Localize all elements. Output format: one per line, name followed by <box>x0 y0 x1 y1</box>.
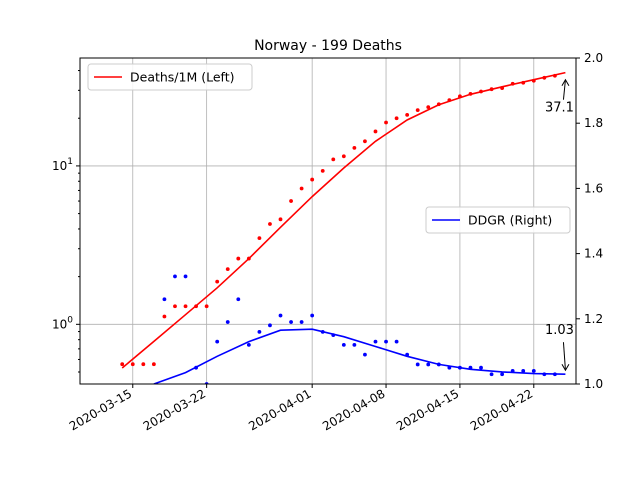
series-point-0 <box>141 362 146 367</box>
annotation-arrow <box>562 79 566 100</box>
series-point-2 <box>415 362 420 367</box>
series-point-0 <box>415 108 420 113</box>
series-line-1 <box>121 71 566 369</box>
y-right-tick-label: 2.0 <box>584 51 603 65</box>
y-left-tick-exp: 1 <box>67 157 73 167</box>
series-point-0 <box>341 154 346 159</box>
series-point-0 <box>363 139 367 144</box>
y-left-tick-base: 10 <box>52 159 67 173</box>
series-point-2 <box>278 313 283 318</box>
legend-box <box>87 63 253 91</box>
series-point-2 <box>310 313 315 318</box>
series-point-0 <box>278 217 283 222</box>
axes: 2020-03-15 2020-03-22 2020-04-01 2020-04-08… <box>52 51 603 433</box>
series-point-2 <box>341 342 346 347</box>
x-tick-label: 2020-03-22 <box>141 386 208 433</box>
y-right-tick-label: 1.0 <box>584 377 603 391</box>
y-left-tick-base: 10 <box>52 317 67 331</box>
series-point-0 <box>225 267 230 272</box>
series-point-2 <box>299 320 304 324</box>
series-point-2 <box>236 297 241 302</box>
series-point-0 <box>257 236 262 241</box>
series-point-2 <box>384 339 388 344</box>
x-tick-label: 2020-03-15 <box>67 386 134 433</box>
annotation-label: 37.1 <box>545 101 574 116</box>
y-right-tick-label: 1.8 <box>584 116 603 130</box>
series-point-0 <box>331 157 336 162</box>
x-tick-label: 2020-04-08 <box>320 386 387 433</box>
series-point-0 <box>215 279 220 284</box>
x-tick-label: 2020-04-01 <box>246 386 313 433</box>
legend-label: Deaths/1M (Left) <box>130 70 235 85</box>
chart-title: Norway - 199 Deaths <box>254 38 402 54</box>
annotation-arrow <box>562 342 566 371</box>
series-point-2 <box>479 365 483 370</box>
y-left-tick-label: 100 <box>52 315 73 331</box>
series-point-2 <box>363 352 367 357</box>
series-point-0 <box>289 199 293 203</box>
series-point-2 <box>215 339 220 344</box>
series-point-2 <box>489 372 494 377</box>
series-layer <box>120 71 566 384</box>
series-point-2 <box>500 372 505 377</box>
series-point-2 <box>289 320 293 324</box>
series-point-2 <box>394 339 399 344</box>
series-point-0 <box>394 116 399 121</box>
series-point-2 <box>521 369 526 373</box>
series-point-2 <box>173 274 177 279</box>
series-point-0 <box>373 129 378 134</box>
series-point-0 <box>384 120 388 125</box>
legend-label: DDGR (Right) <box>468 213 552 228</box>
series-point-0 <box>268 222 272 226</box>
series-point-2 <box>246 342 251 347</box>
series-point-0 <box>183 304 188 309</box>
annotations: 37.1 1.03 <box>545 78 574 372</box>
series-point-2 <box>268 323 272 328</box>
series-line-3 <box>153 328 566 384</box>
series-point-2 <box>257 329 262 334</box>
series-point-2 <box>426 362 431 367</box>
series-point-0 <box>310 177 315 182</box>
legends: Deaths/1M (Left) DDGR (Right) <box>87 63 571 234</box>
series-point-0 <box>320 169 325 173</box>
annotation-arrowhead <box>561 78 570 86</box>
series-point-0 <box>352 145 357 150</box>
series-point-2 <box>531 369 536 373</box>
y-right-tick-label: 1.2 <box>584 312 603 326</box>
x-tick-label: 2020-04-22 <box>468 386 535 433</box>
series-point-2 <box>373 339 378 344</box>
series-point-0 <box>120 362 125 367</box>
series-point-0 <box>204 304 209 309</box>
legend: Deaths/1M (Left) <box>87 63 253 91</box>
series-point-2 <box>225 320 230 324</box>
annotation-arrowhead <box>561 363 570 372</box>
series-point-0 <box>236 256 241 261</box>
series-point-2 <box>352 342 357 347</box>
series-point-0 <box>162 314 167 319</box>
plot-frame <box>79 57 577 385</box>
y-right-tick-label: 1.4 <box>584 247 603 261</box>
legend-box <box>425 206 571 234</box>
x-tick-label: 2020-04-15 <box>394 386 461 433</box>
series-point-0 <box>426 105 431 110</box>
series-point-2 <box>183 274 188 279</box>
series-point-0 <box>405 112 410 117</box>
y-left-tick-label: 101 <box>52 157 73 173</box>
series-point-0 <box>173 304 177 309</box>
y-left-tick-exp: 0 <box>67 315 73 325</box>
legend: DDGR (Right) <box>425 206 571 234</box>
series-point-0 <box>299 186 304 191</box>
series-point-0 <box>151 362 156 367</box>
series-point-0 <box>130 362 135 367</box>
annotation-label: 1.03 <box>545 323 574 338</box>
series-point-2 <box>162 297 167 302</box>
y-right-tick-label: 1.6 <box>584 181 603 195</box>
